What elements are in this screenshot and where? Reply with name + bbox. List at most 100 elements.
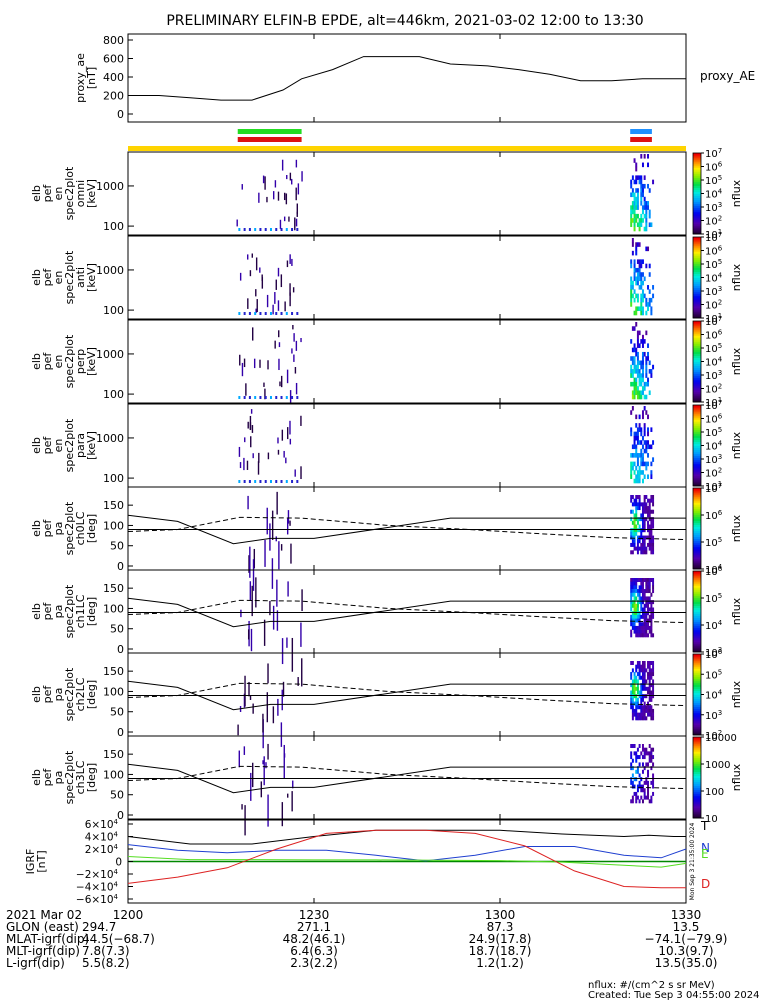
data-cell — [633, 784, 636, 789]
data-cell — [640, 528, 643, 533]
colorbar-swatch — [693, 595, 701, 598]
data-cell — [633, 625, 636, 630]
colorbar-swatch — [693, 449, 701, 453]
ylabel-line: elb — [30, 603, 43, 620]
data-cell — [648, 528, 651, 533]
data-cell — [638, 478, 641, 484]
data-cell — [640, 360, 643, 366]
data-cell — [238, 480, 241, 483]
data-cell — [643, 712, 646, 717]
colorbar-swatch — [693, 694, 701, 698]
colorbar-swatch — [693, 419, 701, 422]
data-streak — [280, 375, 283, 388]
colorbar-swatch — [693, 532, 701, 536]
data-cell — [640, 453, 643, 458]
data-cell — [641, 679, 644, 684]
data-cell — [635, 267, 638, 273]
colorbar-swatch — [693, 281, 701, 285]
data-cell — [648, 535, 651, 540]
data-streak — [286, 175, 288, 180]
ylabel-line: spec2plot — [63, 667, 76, 721]
data-cell — [641, 259, 644, 264]
data-cell — [243, 396, 246, 399]
colorbar-tick-label: 1000 — [705, 760, 730, 771]
colorbar-swatch — [693, 213, 701, 217]
colorbar-swatch — [693, 249, 701, 252]
data-cell — [638, 369, 641, 374]
data-cell — [636, 502, 639, 507]
spectrogram-frame — [127, 403, 687, 488]
data-cell — [269, 228, 272, 231]
colorbar-swatch — [693, 163, 701, 166]
data-cell — [652, 457, 655, 462]
data-cell — [640, 633, 643, 638]
colorbar-swatch — [693, 397, 701, 401]
data-cell — [648, 629, 651, 634]
data-cell — [640, 694, 643, 699]
data-cell — [635, 347, 638, 353]
colorbar-swatch — [693, 530, 701, 534]
data-cell — [648, 664, 651, 669]
data-cell — [640, 259, 643, 264]
ylabel-line: para — [74, 433, 87, 458]
colorbar-tick-label: 105 — [705, 426, 722, 439]
data-cell — [645, 246, 648, 252]
colorbar-swatch — [693, 591, 701, 594]
data-cell — [630, 622, 633, 627]
data-streak — [281, 638, 284, 665]
data-cell — [643, 603, 646, 608]
data-cell — [641, 705, 644, 710]
colorbar-swatch — [693, 291, 701, 295]
data-cell — [648, 524, 651, 529]
data-cell — [640, 390, 643, 396]
data-cell — [630, 690, 633, 695]
colorbar-swatch — [693, 411, 701, 414]
data-streak — [238, 750, 240, 768]
data-cell — [648, 539, 651, 544]
data-cell — [633, 520, 636, 525]
data-cell — [650, 369, 653, 374]
colorbar-tick-label: 105 — [705, 592, 722, 605]
data-cell — [285, 480, 288, 483]
colorbar-swatch — [693, 309, 701, 313]
data-cell — [650, 683, 653, 688]
data-cell — [638, 690, 641, 695]
colorbar-swatch — [693, 745, 701, 748]
data-streak — [287, 793, 289, 798]
data-cell — [641, 633, 644, 638]
colorbar-swatch — [693, 439, 701, 442]
data-cell — [647, 542, 650, 547]
data-streak — [258, 192, 260, 203]
colorbar-swatch — [693, 635, 701, 639]
data-cell — [640, 701, 643, 706]
data-cell — [635, 705, 638, 710]
y-tick-label: −6×104 — [76, 893, 119, 906]
data-cell — [630, 213, 633, 219]
colorbar-swatch — [693, 263, 701, 266]
data-cell — [645, 209, 648, 215]
data-cell — [631, 285, 634, 290]
colorbar-swatch — [693, 660, 701, 663]
colorbar-swatch — [693, 670, 701, 673]
igrf-line-T — [127, 829, 686, 845]
data-streak — [289, 292, 291, 307]
data-streak — [262, 719, 264, 749]
colorbar-swatch — [693, 753, 701, 756]
data-cell — [650, 694, 653, 699]
data-cell — [638, 306, 641, 312]
colorbar-swatch — [693, 463, 701, 467]
tick-exponent: 4 — [718, 272, 723, 280]
data-cell — [648, 390, 651, 396]
data-cell — [645, 509, 648, 514]
colorbar-frame — [692, 570, 702, 653]
data-cell — [630, 705, 633, 710]
data-cell — [636, 457, 639, 462]
colorbar-swatch — [693, 599, 701, 602]
data-cell — [647, 377, 650, 383]
data-cell — [641, 162, 644, 168]
data-cell — [648, 799, 651, 804]
data-cell — [641, 788, 644, 793]
colorbar-label: nflux — [730, 263, 743, 291]
data-cell — [630, 280, 633, 286]
colorbar-swatch — [693, 787, 701, 791]
